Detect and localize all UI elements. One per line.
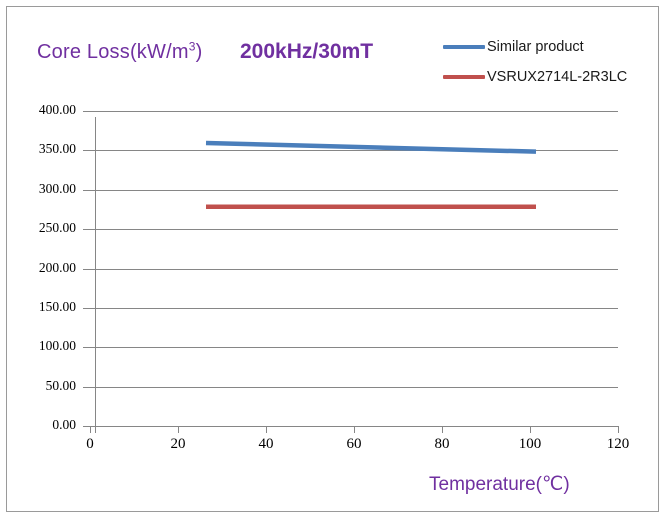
y-axis-line [95,117,96,433]
legend-item-vsrux2714l-2r3lc[interactable]: VSRUX2714L-2R3LC [443,62,658,92]
y-axis-tick-label: 200.00 [38,260,76,275]
y-axis-tick-label: 50.00 [45,378,76,393]
gridline [90,111,618,112]
legend-item-label: Similar product [487,39,584,55]
gridline [90,387,618,388]
gridline [90,190,618,191]
gridline [90,269,618,270]
y-axis-tick [83,387,90,388]
x-axis-title: Temperature(℃) [429,474,570,495]
x-axis-tick [530,426,531,433]
x-axis-tick-label: 60 [346,436,362,452]
x-axis-tick-label: 120 [606,436,630,452]
y-axis-tick [83,229,90,230]
y-axis-tick-label: 150.00 [38,299,76,314]
y-axis-title: Core Loss(kW/m3) [37,39,203,64]
x-axis-tick [178,426,179,433]
x-axis-tick-label: 20 [170,436,186,452]
y-axis-tick-label: 350.00 [38,141,76,156]
chart-legend: Similar product VSRUX2714L-2R3LC [443,32,658,92]
y-axis-tick [83,269,90,270]
chart-container: Core Loss(kW/m3) 200kHz/30mT Similar pro… [6,6,659,512]
y-axis-tick-label: 300.00 [38,181,76,196]
gridline [90,150,618,151]
y-axis-title-paren: ) [195,41,203,63]
legend-swatch-icon [443,45,485,49]
gridline [90,347,618,348]
gridline [90,229,618,230]
legend-item-similar-product[interactable]: Similar product [443,32,658,62]
condition-annotation: 200kHz/30mT [240,40,374,63]
x-axis-tick-label: 40 [258,436,274,452]
y-axis-tick [83,111,90,112]
legend-item-label: VSRUX2714L-2R3LC [487,69,628,85]
x-axis-tick [266,426,267,433]
y-axis-tick [83,426,90,427]
y-axis-title-text: Core Loss(kW/m [37,41,189,63]
x-axis-tick [442,426,443,433]
y-axis-tick-label: 100.00 [38,338,76,353]
x-axis-tick [354,426,355,433]
y-axis-tick [83,190,90,191]
y-axis-title-exponent: 3 [188,39,196,54]
x-axis-tick-label: 80 [434,436,450,452]
y-axis-tick [83,150,90,151]
x-axis-tick-label: 100 [518,436,542,452]
y-axis-tick-label: 400.00 [38,102,76,117]
x-axis-tick [90,426,91,433]
y-axis-tick-label: 0.00 [52,417,76,432]
y-axis-tick-label: 250.00 [38,220,76,235]
x-axis-tick [618,426,619,433]
y-axis-tick [83,308,90,309]
gridline [90,308,618,309]
legend-swatch-icon [443,75,485,79]
x-axis-tick-label: 0 [86,436,94,452]
y-axis-tick [83,347,90,348]
